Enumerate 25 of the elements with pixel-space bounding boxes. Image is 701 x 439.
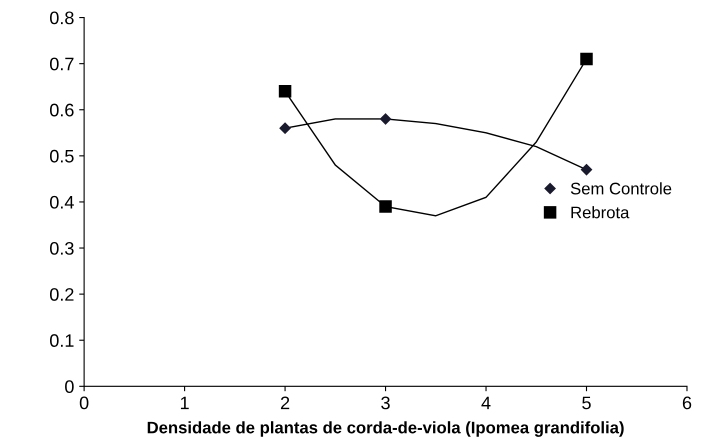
y-tick-label: 0.5 (50, 150, 74, 163)
y-tick-label: 0.4 (50, 196, 74, 209)
x-tick-label: 2 (280, 396, 290, 410)
x-tick-label: 3 (381, 396, 390, 410)
point (279, 122, 291, 134)
point (580, 52, 593, 66)
x-tick-label: 0 (80, 396, 88, 410)
y-tick-label: 0.2 (50, 288, 74, 301)
legend-label: Rebrota (571, 206, 630, 218)
x-tick-label: 5 (582, 396, 591, 410)
point (380, 113, 392, 125)
y-tick-label: 0.8 (50, 11, 74, 24)
point (580, 164, 592, 176)
y-tick-label: 0.6 (50, 104, 74, 116)
point (278, 85, 292, 98)
y-tick-label: 0 (65, 380, 74, 394)
x-tick-label: 1 (180, 396, 189, 410)
point (379, 200, 392, 213)
x-tick-label: 4 (481, 396, 491, 410)
x-tick-label: 6 (682, 396, 692, 410)
y-tick-label: 0.3 (50, 242, 74, 255)
y-tick-label: 0.7 (50, 58, 74, 70)
legend-label: Sem Controle (570, 182, 672, 194)
y-tick-label: 0.1 (50, 334, 74, 347)
x-axis-title: Densidade de plantas de corda-de-viola (Ipomea grandifolia) (148, 421, 624, 437)
